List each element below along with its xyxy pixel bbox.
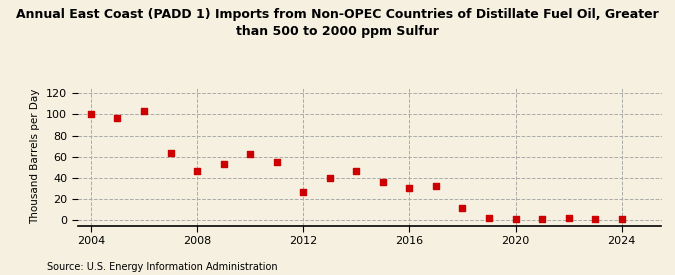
Point xyxy=(351,168,362,173)
Point xyxy=(377,180,388,184)
Point xyxy=(245,151,256,156)
Point xyxy=(218,162,229,166)
Point xyxy=(563,216,574,220)
Text: Annual East Coast (PADD 1) Imports from Non-OPEC Countries of Distillate Fuel Oi: Annual East Coast (PADD 1) Imports from … xyxy=(16,8,659,38)
Point xyxy=(431,184,441,189)
Point xyxy=(112,116,123,120)
Y-axis label: Thousand Barrels per Day: Thousand Barrels per Day xyxy=(30,89,40,224)
Point xyxy=(483,216,494,220)
Point xyxy=(271,160,282,164)
Point xyxy=(457,205,468,210)
Point xyxy=(510,217,521,221)
Point xyxy=(325,176,335,180)
Point xyxy=(298,189,308,194)
Point xyxy=(86,112,97,117)
Point xyxy=(192,168,202,173)
Point xyxy=(616,217,627,221)
Point xyxy=(165,150,176,155)
Text: Source: U.S. Energy Information Administration: Source: U.S. Energy Information Administ… xyxy=(47,262,278,272)
Point xyxy=(590,217,601,221)
Point xyxy=(404,186,414,191)
Point xyxy=(138,109,149,114)
Point xyxy=(537,217,547,221)
